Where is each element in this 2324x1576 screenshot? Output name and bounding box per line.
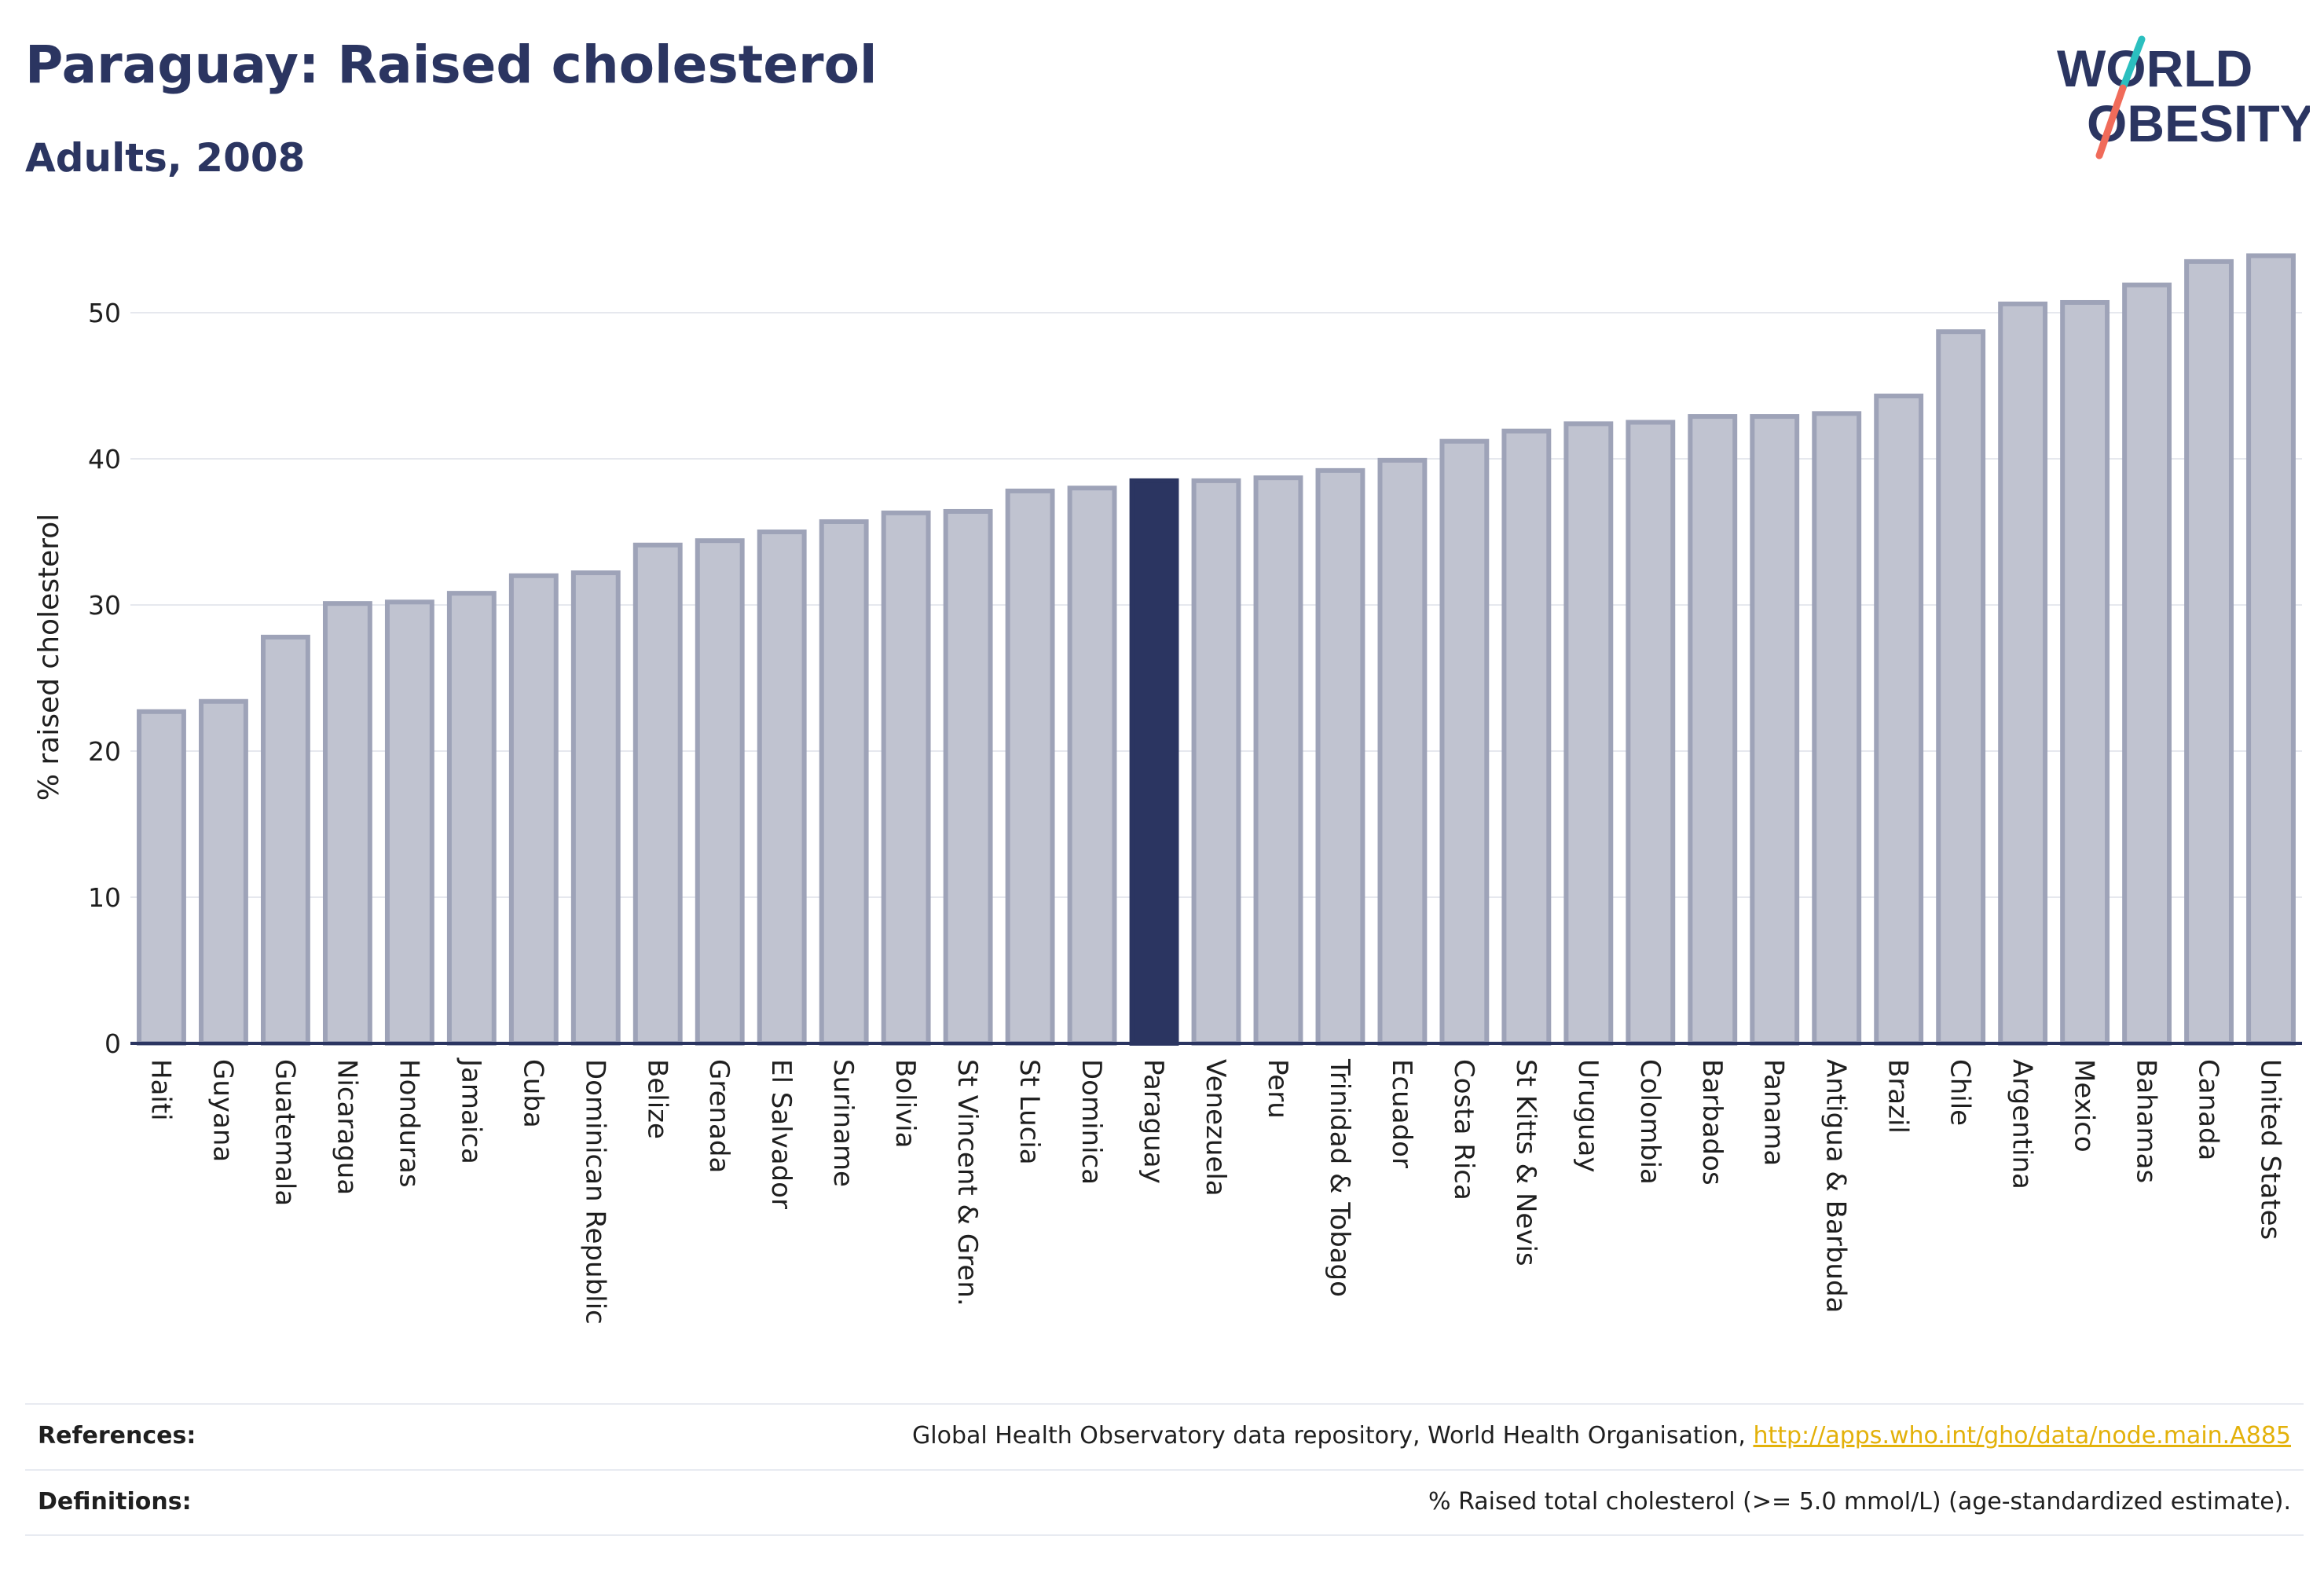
x-tick-label: Brazil (1882, 1059, 1914, 1134)
footer-divider (25, 1534, 2304, 1536)
bar-honduras (384, 599, 434, 1046)
bar-peru (1253, 475, 1303, 1046)
x-tick-label: Barbados (1696, 1059, 1728, 1186)
x-tick-label: Argentina (2007, 1059, 2038, 1189)
world-obesity-logo: WORLD OBESITY (2051, 31, 2315, 165)
y-tick-label: 10 (88, 882, 121, 913)
bar-st-lucia (1005, 488, 1055, 1046)
bar-trinidad-tobago (1315, 467, 1365, 1046)
x-tick-label: Costa Rica (1448, 1059, 1479, 1200)
bar-guyana (199, 698, 248, 1046)
y-tick-label: 0 (104, 1028, 121, 1059)
bar-nicaragua (322, 601, 372, 1046)
y-axis-label: % raised cholesterol (33, 514, 65, 801)
bar-chart: 0 10 20 30 40 50 % raised cholesterol Haiti Guya… (33, 253, 2302, 1325)
references-text: Global Health Observatory data repositor… (912, 1422, 1754, 1450)
bar-venezuela (1191, 478, 1241, 1046)
bar-grenada (695, 538, 745, 1046)
logo-slash-coral (2095, 84, 2127, 159)
bar-bahamas (2122, 282, 2172, 1046)
x-tick-label: Bahamas (2131, 1059, 2162, 1183)
bar-paraguay (1129, 478, 1179, 1046)
definitions-row: Definitions: % Raised total cholesterol … (25, 1469, 2304, 1535)
x-tick-label: St Kitts & Nevis (1510, 1059, 1541, 1266)
bar-united-states (2246, 253, 2296, 1046)
x-tick-label: United States (2255, 1059, 2286, 1240)
bar-colombia (1626, 420, 1676, 1046)
x-tick-label: Uruguay (1572, 1059, 1604, 1173)
y-tick-label: 20 (88, 736, 121, 767)
bar-haiti (137, 709, 186, 1046)
bar-uruguay (1563, 421, 1614, 1046)
x-tick-label: Paraguay (1138, 1059, 1169, 1184)
bar-st-vincent-gren- (943, 508, 993, 1046)
logo-line1: WORLD (2057, 39, 2253, 97)
bar-suriname (819, 519, 869, 1046)
x-tick-label: Colombia (1634, 1059, 1666, 1185)
logo-line2: OBESITY (2087, 94, 2310, 152)
x-tick-label: Chile (1945, 1059, 1976, 1126)
bar-costa-rica (1439, 438, 1490, 1046)
bar-barbados (1688, 414, 1738, 1046)
chart-subtitle: Adults, 2008 (25, 135, 306, 181)
y-tick-label: 50 (88, 298, 121, 328)
bar-cuba (508, 573, 559, 1046)
x-tick-label: Guyana (207, 1059, 238, 1162)
bar-argentina (1998, 301, 2048, 1046)
bar-ecuador (1377, 457, 1428, 1046)
x-tick-label: Grenada (703, 1059, 735, 1173)
x-tick-label: Belize (641, 1059, 673, 1139)
definitions-label: Definitions: (38, 1488, 192, 1516)
x-tick-label: Venezuela (1200, 1059, 1231, 1197)
x-tick-label: Canada (2193, 1059, 2224, 1160)
x-tick-label: Bolivia (889, 1059, 921, 1148)
bar-dominica (1067, 486, 1117, 1046)
x-tick-label: Guatemala (269, 1059, 300, 1206)
bar-canada (2184, 258, 2234, 1046)
bar-bolivia (881, 510, 931, 1046)
bar-dominican-republic (570, 570, 621, 1046)
x-tick-label: Jamaica (455, 1057, 486, 1164)
bar-guatemala (260, 634, 310, 1046)
x-tick-label: Antigua & Barbuda (1820, 1059, 1852, 1313)
logo-slash-teal (2119, 35, 2146, 92)
x-tick-label: Dominican Republic (579, 1059, 610, 1325)
references-row: References: Global Health Observatory da… (25, 1403, 2304, 1469)
x-tick-label: Ecuador (1386, 1059, 1417, 1168)
x-tick-label: Dominica (1076, 1059, 1107, 1185)
y-tick-label: 40 (88, 444, 121, 475)
bar-chile (1936, 329, 1986, 1046)
x-tick-label: Peru (1262, 1059, 1293, 1119)
bar-mexico (2060, 299, 2110, 1046)
x-tick-label: Honduras (393, 1059, 424, 1188)
x-tick-label: Nicaragua (331, 1059, 362, 1195)
references-label: References: (38, 1422, 196, 1450)
y-tick-label: 30 (88, 590, 121, 621)
x-tick-label: Mexico (2069, 1059, 2100, 1153)
bar-panama (1750, 414, 1800, 1046)
x-tick-label: Cuba (517, 1059, 548, 1128)
bar-jamaica (446, 591, 497, 1046)
bar-belize (632, 542, 683, 1046)
bar-chart-svg: 0 10 20 30 40 50 % raised cholesterol Haiti Guya… (33, 253, 2302, 1325)
x-tick-label: Suriname (827, 1059, 859, 1187)
chart-title: Paraguay: Raised cholesterol (25, 35, 878, 95)
bar-st-kitts-nevis (1501, 428, 1552, 1046)
references-link[interactable]: http://apps.who.int/gho/data/node.main.A… (1753, 1422, 2291, 1450)
x-tick-label: St Lucia (1014, 1059, 1045, 1165)
x-tick-label: El Salvador (765, 1059, 797, 1209)
x-tick-label: St Vincent & Gren. (951, 1059, 983, 1307)
x-tick-label: Haiti (145, 1059, 176, 1121)
bar-brazil (1874, 394, 1924, 1046)
x-tick-label: Panama (1758, 1059, 1790, 1166)
world-obesity-logo-mark: WORLD OBESITY (2057, 35, 2315, 159)
x-tick-label: Trinidad & Tobago (1324, 1058, 1355, 1297)
bar-antigua-barbuda (1812, 411, 1862, 1046)
bar-el-salvador (757, 530, 807, 1046)
definitions-text: % Raised total cholesterol (>= 5.0 mmol/… (1428, 1488, 2291, 1516)
references-value: Global Health Observatory data repositor… (912, 1422, 2291, 1450)
